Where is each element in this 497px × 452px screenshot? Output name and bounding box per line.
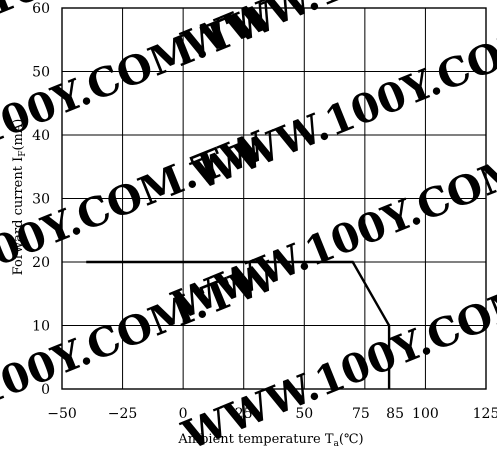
x-tick-label: 125 bbox=[473, 406, 497, 422]
y-axis-label: Forward current IF(mA) bbox=[11, 119, 28, 276]
y-tick-label: 30 bbox=[32, 192, 50, 208]
x-tick-label: −50 bbox=[47, 406, 77, 422]
x-tick-label: 100 bbox=[412, 406, 439, 422]
y-tick-labels: 0 10 20 30 40 50 60 bbox=[32, 1, 50, 398]
x-tick-label: 25 bbox=[235, 406, 253, 422]
x-tick-label: 85 bbox=[386, 406, 404, 422]
y-tick-label: 40 bbox=[32, 128, 50, 144]
x-tick-label: 50 bbox=[295, 406, 313, 422]
x-tick-label: 0 bbox=[179, 406, 188, 422]
x-tick-labels: −50 −25 0 25 50 75 85 100 125 bbox=[47, 406, 497, 422]
y-tick-label: 60 bbox=[32, 1, 50, 17]
plot-frame-layer bbox=[61, 7, 487, 390]
x-tick-label: 75 bbox=[352, 406, 370, 422]
x-tick-label: −25 bbox=[108, 406, 138, 422]
y-tick-label: 50 bbox=[32, 65, 50, 81]
series-line bbox=[86, 260, 391, 389]
plot-frame bbox=[61, 7, 487, 390]
y-tick-label: 20 bbox=[32, 255, 50, 271]
x-axis-label: Ambient temperature Ta(℃) bbox=[177, 432, 363, 449]
y-tick-label: 10 bbox=[32, 319, 50, 335]
y-tick-label: 0 bbox=[41, 382, 50, 398]
series-layer bbox=[86, 260, 391, 390]
